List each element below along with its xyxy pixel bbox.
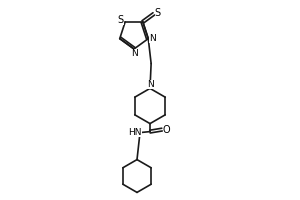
Text: O: O <box>163 125 170 135</box>
Text: S: S <box>118 15 124 25</box>
Text: N: N <box>149 34 156 43</box>
Text: N: N <box>132 49 138 58</box>
Text: N: N <box>147 80 153 89</box>
Text: HN: HN <box>128 128 142 137</box>
Text: S: S <box>155 8 161 18</box>
